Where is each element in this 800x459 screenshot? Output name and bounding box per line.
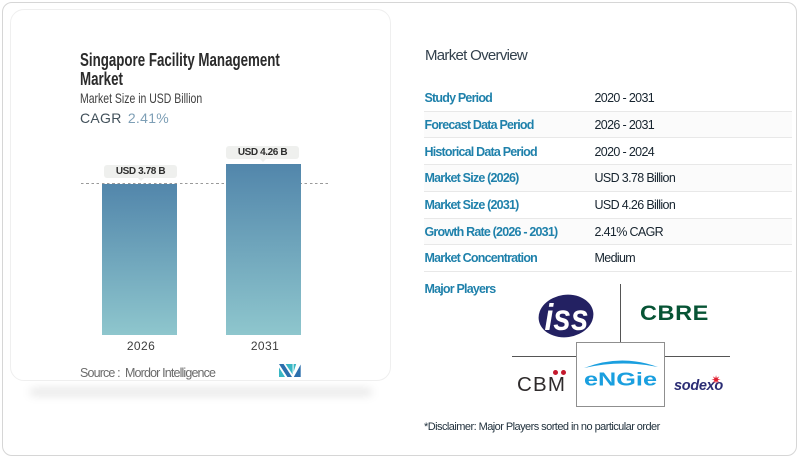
svg-text:iss: iss — [545, 297, 589, 338]
svg-text:eNGie: eNGie — [584, 369, 657, 389]
